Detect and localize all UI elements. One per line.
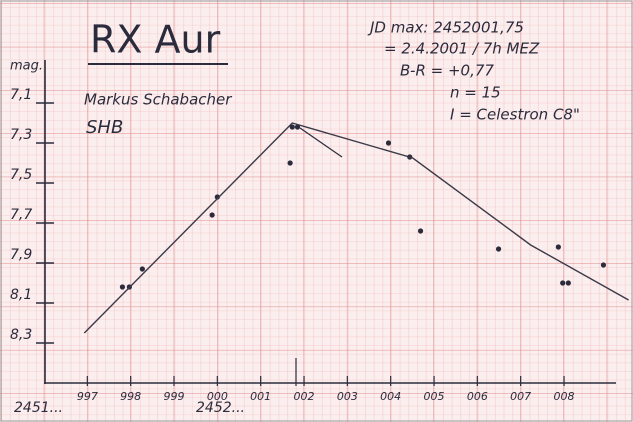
annotation: n = 15 bbox=[450, 84, 501, 102]
x-tick-label: 005 bbox=[424, 390, 445, 403]
data-point bbox=[417, 228, 424, 234]
data-point bbox=[385, 140, 392, 146]
data-point bbox=[289, 124, 295, 130]
fit-line bbox=[83, 122, 629, 334]
data-point bbox=[209, 212, 215, 218]
x-tick-label: 004 bbox=[380, 390, 401, 403]
data-point bbox=[294, 124, 301, 130]
data-point bbox=[287, 160, 293, 166]
y-tick-label: 7,9 bbox=[10, 247, 32, 263]
chart-title: RX Aur bbox=[90, 18, 221, 62]
y-tick-label: 7,7 bbox=[10, 207, 32, 223]
x-prefix: 2451... bbox=[14, 400, 63, 416]
x-tick-label: 998 bbox=[120, 390, 141, 403]
x-tick-label: 006 bbox=[467, 390, 488, 403]
data-point bbox=[555, 244, 561, 250]
y-tick-label: 7,1 bbox=[10, 87, 32, 103]
annotation: JD max: 2452001,75 bbox=[367, 19, 524, 37]
x-tick-label: 003 bbox=[337, 390, 358, 403]
y-tick-label: 8,3 bbox=[10, 327, 32, 343]
y-tick-label: 7,3 bbox=[10, 127, 32, 143]
data-point bbox=[495, 246, 502, 252]
y-axis-label: mag. bbox=[10, 59, 43, 74]
x-tick-label: 997 bbox=[77, 390, 98, 403]
annotation: = 2.4.2001 / 7h MEZ bbox=[384, 40, 540, 58]
x-tick-label: 000 bbox=[207, 390, 228, 403]
max-arrow bbox=[299, 127, 343, 158]
x-tick-label: 999 bbox=[164, 390, 185, 403]
data-point bbox=[565, 280, 571, 286]
x-tick-label: 008 bbox=[554, 390, 575, 403]
annotation: I = Celestron C8" bbox=[450, 106, 580, 124]
data-point bbox=[139, 266, 145, 272]
observer-code: SHB bbox=[86, 117, 123, 138]
x-prefix: 2452... bbox=[196, 400, 245, 416]
annotation: B-R = +0,77 bbox=[400, 62, 494, 80]
x-tick-label: 001 bbox=[250, 390, 271, 403]
y-tick-label: 7,5 bbox=[10, 167, 32, 183]
data-point bbox=[119, 284, 126, 290]
data-point bbox=[560, 280, 566, 286]
x-tick-label: 007 bbox=[510, 390, 531, 403]
observer: Markus Schabacher bbox=[84, 91, 232, 109]
x-tick-label: 002 bbox=[294, 390, 315, 403]
y-tick-label: 8,1 bbox=[10, 287, 32, 303]
data-point bbox=[600, 262, 607, 268]
